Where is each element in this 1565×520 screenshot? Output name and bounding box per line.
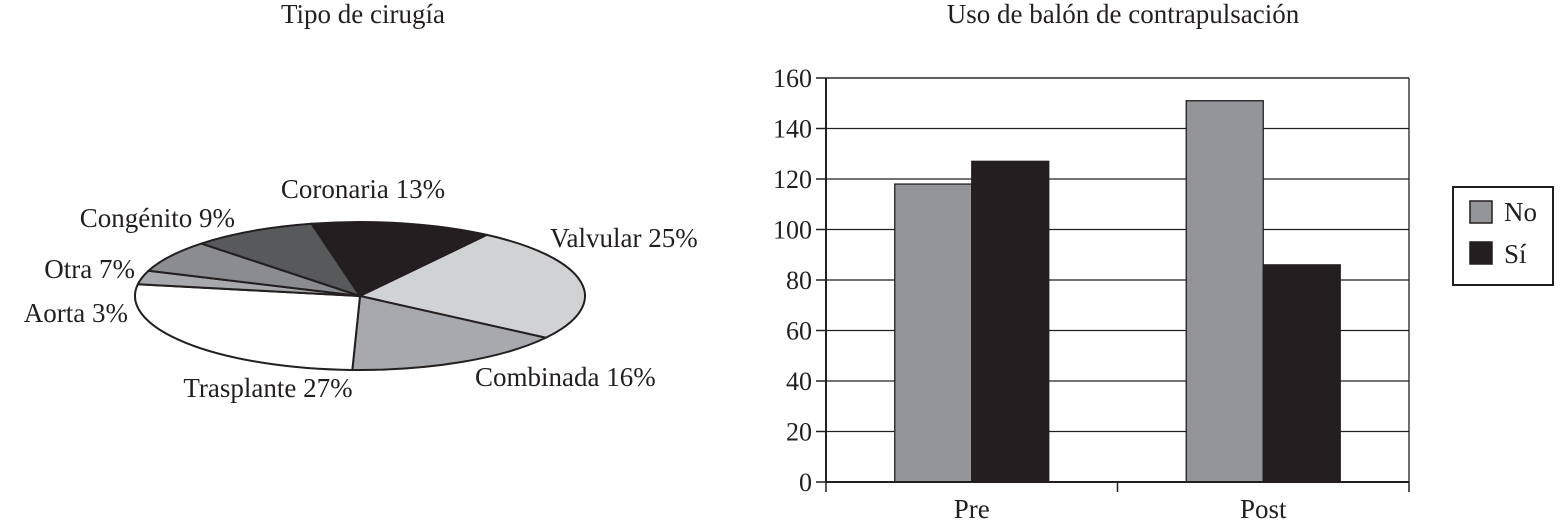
pie-label-valvular: Valvular 25% — [550, 223, 698, 253]
y-tick-label-80: 80 — [786, 266, 812, 295]
pie-slice-valvular — [359, 233, 586, 339]
bar-chart: Uso de balón de contrapulsación 0 20 40 60 8… — [773, 0, 1554, 520]
y-tick-label-100: 100 — [773, 216, 812, 245]
bar-legend: No Sí — [1452, 186, 1554, 286]
legend-label-si: Sí — [1504, 239, 1527, 269]
pie-chart-title: Tipo de cirugía — [281, 0, 445, 29]
pie-label-aorta: Aorta 3% — [24, 298, 128, 328]
pie-label-combinada: Combinada 16% — [475, 362, 656, 392]
y-tick-label-20: 20 — [786, 418, 812, 447]
pie-slice-trasplante — [134, 283, 361, 371]
legend-label-no: No — [1504, 197, 1537, 227]
y-tick-label-160: 160 — [773, 64, 812, 93]
legend-frame — [1452, 186, 1554, 286]
pie-label-trasplante: Trasplante 27% — [183, 373, 352, 403]
pie-label-congenito: Congénito 9% — [80, 203, 235, 233]
bar-pre-si — [971, 160, 1050, 483]
legend-swatch-si — [1469, 241, 1493, 265]
y-tick-label-0: 0 — [799, 468, 812, 497]
pie-slices — [134, 221, 586, 371]
bar-bars — [894, 100, 1341, 483]
bar-chart-title: Uso de balón de contrapulsación — [947, 0, 1300, 29]
pie-slice-combinada — [351, 295, 547, 371]
y-tick-label-40: 40 — [786, 367, 812, 396]
bar-post-si — [1262, 264, 1341, 483]
bar-post-no — [1185, 100, 1264, 483]
x-category-post: Post — [1240, 494, 1287, 520]
y-axis-ticks: 0 20 40 60 80 100 120 140 160 — [773, 64, 826, 497]
x-category-pre: Pre — [954, 494, 990, 520]
pie-slice-congenito — [200, 222, 361, 297]
pie-label-otra: Otra 7% — [44, 254, 135, 284]
bar-pre-no — [894, 183, 973, 483]
legend-swatch-no — [1469, 200, 1493, 224]
y-tick-label-140: 140 — [773, 115, 812, 144]
y-tick-label-60: 60 — [786, 317, 812, 346]
pie-slice-coronaria — [310, 221, 488, 297]
pie-label-coronaria: Coronaria 13% — [281, 174, 445, 204]
y-tick-label-120: 120 — [773, 165, 812, 194]
pie-labels: Coronaria 13% Valvular 25% Combinada 16% Tr… — [24, 174, 698, 403]
x-axis-categories: Pre Post — [954, 494, 1287, 520]
pie-chart: Tipo de cirugía Coronaria 13% Valvular 25… — [24, 0, 698, 403]
